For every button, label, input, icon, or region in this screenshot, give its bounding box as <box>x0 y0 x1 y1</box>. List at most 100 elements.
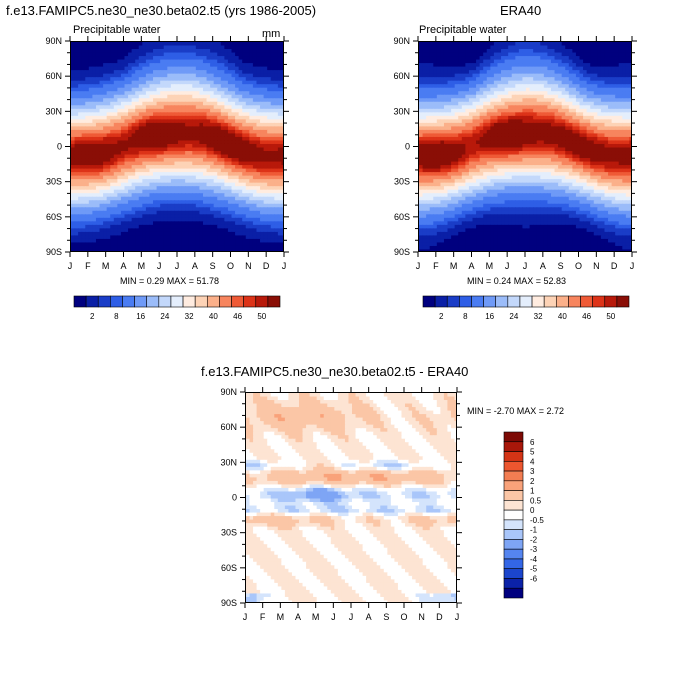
heatmap-cell <box>78 203 83 208</box>
heatmap-cell <box>611 45 616 50</box>
heatmap-cell <box>429 108 434 113</box>
heatmap-cell <box>213 143 218 149</box>
heatmap-cell <box>106 59 111 64</box>
heatmap-cell <box>590 87 595 92</box>
heatmap-cell <box>440 49 445 54</box>
heatmap-cell <box>138 91 143 96</box>
heatmap-cell <box>113 133 118 138</box>
heatmap-cell <box>604 115 609 120</box>
heatmap-cell <box>227 112 233 117</box>
heatmap-cell <box>128 112 133 117</box>
heatmap-cell <box>138 45 143 50</box>
heatmap-cell <box>185 224 190 229</box>
heatmap-cell <box>160 154 165 159</box>
heatmap-cell <box>256 59 261 64</box>
heatmap-cell <box>199 63 204 68</box>
heatmap-cell <box>443 59 449 64</box>
heatmap-cell <box>235 196 240 201</box>
heatmap-cell <box>149 105 154 110</box>
heatmap-cell <box>170 87 176 92</box>
heatmap-cell <box>235 165 240 170</box>
heatmap-cell <box>217 151 222 156</box>
heatmap-cell <box>540 73 545 78</box>
heatmap-cell <box>163 235 168 240</box>
heatmap-cell <box>153 77 158 82</box>
heatmap-cell <box>149 217 154 222</box>
heatmap-cell <box>224 228 229 233</box>
heatmap-cell <box>543 66 548 71</box>
heatmap-cell <box>508 73 513 78</box>
heatmap-cell <box>526 80 531 85</box>
heatmap-cell <box>604 52 609 57</box>
colorbar-label: 24 <box>160 312 169 321</box>
heatmap-cell <box>210 63 215 68</box>
heatmap-cell <box>142 168 147 173</box>
heatmap-cell <box>540 108 545 113</box>
heatmap-cell <box>124 147 129 152</box>
heatmap-cell <box>486 80 491 85</box>
heatmap-cell <box>106 122 111 127</box>
heatmap-cell <box>508 42 513 47</box>
heatmap-cell <box>178 52 183 57</box>
heatmap-cell <box>174 217 179 222</box>
heatmap-cell <box>629 101 631 106</box>
heatmap-cell <box>153 87 158 92</box>
heatmap-cell <box>113 175 118 180</box>
heatmap-cell <box>103 200 108 205</box>
heatmap-cell <box>178 228 183 233</box>
heatmap-cell <box>71 228 76 233</box>
heatmap-cell <box>472 52 477 57</box>
heatmap-cell <box>110 63 115 68</box>
heatmap-cell <box>227 214 233 219</box>
heatmap-cell <box>511 42 516 47</box>
heatmap-cell <box>483 91 488 96</box>
heatmap-cell <box>245 182 250 187</box>
colorbar-label: 40 <box>209 312 218 321</box>
heatmap-cell <box>138 238 143 244</box>
heatmap-cell <box>174 175 179 180</box>
heatmap-cell <box>202 158 208 163</box>
heatmap-cell <box>586 56 591 61</box>
heatmap-cell <box>504 66 509 71</box>
heatmap-cell <box>224 91 229 96</box>
heatmap-cell <box>597 70 602 75</box>
heatmap-cell <box>611 91 616 96</box>
heatmap-cell <box>281 77 283 82</box>
heatmap-cell <box>522 115 527 120</box>
heatmap-cell <box>451 77 456 82</box>
heatmap-cell <box>245 210 250 215</box>
heatmap-cell <box>270 112 275 117</box>
heatmap-cell <box>113 224 118 229</box>
heatmap-cell <box>163 182 168 187</box>
heatmap-cell <box>433 91 438 96</box>
heatmap-cell <box>138 59 143 64</box>
heatmap-cell <box>501 101 506 106</box>
heatmap-cell <box>110 112 115 117</box>
heatmap-cell <box>120 158 126 163</box>
heatmap-cell <box>113 73 118 78</box>
heatmap-cell <box>199 129 204 135</box>
heatmap-cell <box>206 193 211 198</box>
heatmap-cell <box>128 196 133 201</box>
heatmap-cell <box>81 115 86 120</box>
heatmap-cell <box>220 182 225 187</box>
heatmap-cell <box>483 70 488 75</box>
heatmap-cell <box>615 84 620 89</box>
heatmap-cell <box>199 122 204 127</box>
heatmap-cell <box>124 105 129 110</box>
heatmap-cell <box>586 66 591 71</box>
colorbar-label: 8 <box>114 312 119 321</box>
heatmap-cell <box>267 101 272 106</box>
heatmap-cell <box>153 45 158 50</box>
heatmap-cell <box>270 84 275 89</box>
heatmap-cell <box>447 42 452 47</box>
heatmap-cell <box>522 94 527 99</box>
heatmap-cell <box>145 56 151 61</box>
heatmap-cell <box>113 91 118 96</box>
heatmap-cell <box>99 59 104 64</box>
heatmap-cell <box>78 108 83 113</box>
heatmap-cell <box>274 66 279 71</box>
heatmap-cell <box>74 193 79 198</box>
heatmap-cell <box>213 200 218 205</box>
heatmap-cell <box>256 49 261 54</box>
